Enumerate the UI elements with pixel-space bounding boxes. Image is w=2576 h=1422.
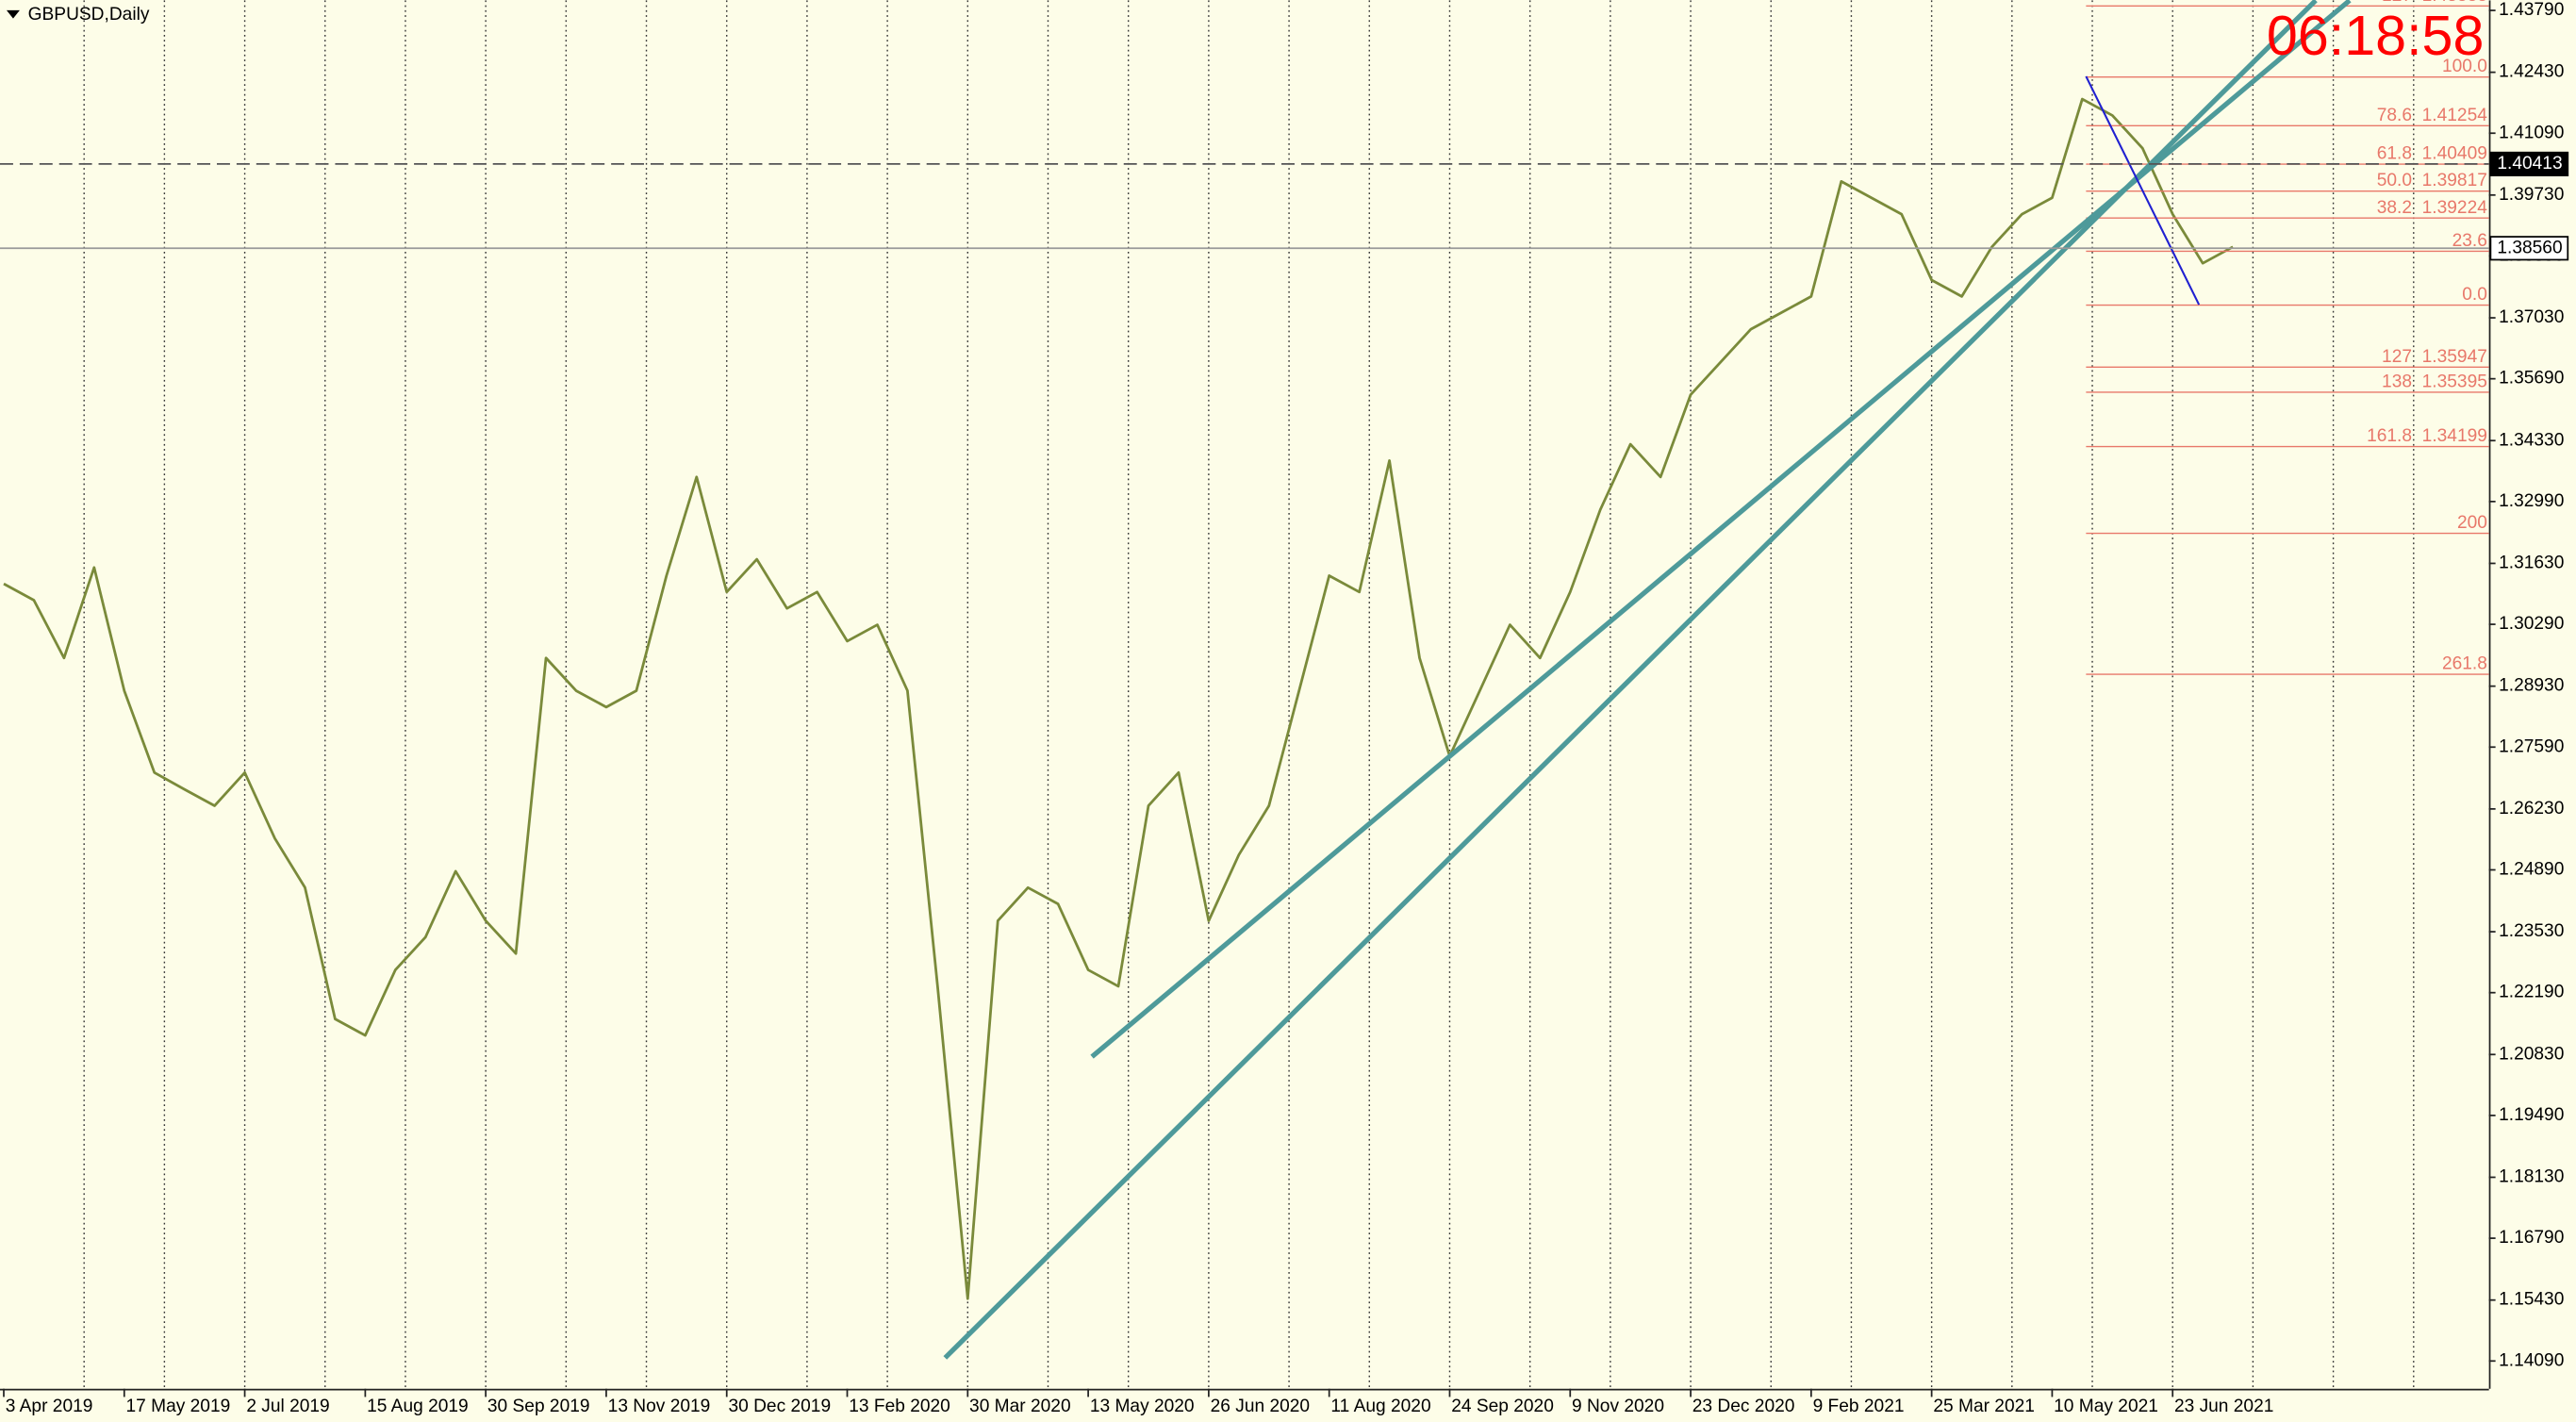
y-tick-label: 1.26230 <box>2499 799 2564 818</box>
x-tick-label: 3 Apr 2019 <box>6 1397 93 1416</box>
x-tick-label: 15 Aug 2019 <box>367 1397 469 1416</box>
y-tick-label: 1.28930 <box>2499 676 2564 696</box>
x-tick-label: 30 Mar 2020 <box>969 1397 1071 1416</box>
fib-label: 38.2 1.39224 <box>2377 198 2488 218</box>
fib-label: 127 1.43888 <box>2382 0 2487 6</box>
fib-label: 61.8 1.40409 <box>2377 144 2487 164</box>
y-tick-label: 1.42430 <box>2499 62 2564 82</box>
x-tick-label: 30 Sep 2019 <box>487 1397 590 1416</box>
x-tick-label: 10 May 2021 <box>2054 1397 2158 1416</box>
x-tick-label: 26 Jun 2020 <box>1211 1397 1310 1416</box>
x-tick-label: 13 May 2020 <box>1090 1397 1195 1416</box>
chart-title: GBPUSD,Daily <box>28 5 150 25</box>
fib-label: 200 <box>2457 513 2487 533</box>
x-tick-label: 17 May 2019 <box>126 1397 231 1416</box>
y-tick-label: 1.30290 <box>2499 614 2564 634</box>
y-tick-label: 1.18130 <box>2499 1167 2564 1187</box>
x-tick-label: 24 Sep 2020 <box>1451 1397 1554 1416</box>
y-tick-label: 1.43790 <box>2499 0 2564 20</box>
fib-label: 127 1.35947 <box>2382 347 2487 367</box>
y-tick-label: 1.22190 <box>2499 983 2564 1002</box>
y-tick-label: 1.31630 <box>2499 554 2564 573</box>
y-tick-label: 1.27590 <box>2499 736 2564 756</box>
y-tick-label: 1.41090 <box>2499 123 2564 142</box>
overlay: 127 1.43888 100.0 78.6 1.41254 61.8 1.40409… <box>0 0 2489 1360</box>
y-tick-label: 1.16790 <box>2499 1228 2564 1248</box>
trendline <box>2085 75 2201 306</box>
fib-label: 78.6 1.41254 <box>2377 106 2488 125</box>
x-tick-label: 2 Jul 2019 <box>246 1397 329 1416</box>
fib-label: 0.0 <box>2462 285 2487 305</box>
y-tick-label: 1.35690 <box>2499 369 2564 389</box>
fib-label: 261.8 <box>2442 654 2487 674</box>
marks <box>3 97 2234 1300</box>
y-tick-label: 1.14090 <box>2499 1350 2564 1370</box>
y-tick-label: 1.23530 <box>2499 921 2564 941</box>
price-label-box <box>2489 236 2569 261</box>
price-label: 1.40413 <box>2497 154 2562 174</box>
x-tick-label: 13 Feb 2020 <box>849 1397 950 1416</box>
price-line <box>3 97 2234 1300</box>
timer: 06:18:58 <box>2267 4 2485 67</box>
y-tick-label: 1.39730 <box>2499 185 2564 205</box>
fib-label: 100.0 <box>2442 57 2487 76</box>
x-tick-label: 11 Aug 2020 <box>1330 1397 1430 1416</box>
fib-label: 138 1.35395 <box>2382 372 2487 391</box>
y-tick-label: 1.19490 <box>2499 1105 2564 1125</box>
x-tick-label: 25 Mar 2021 <box>1933 1397 2035 1416</box>
y-tick-label: 1.34330 <box>2499 430 2564 450</box>
x-tick-label: 30 Dec 2019 <box>728 1397 831 1416</box>
x-tick-label: 13 Nov 2019 <box>608 1397 711 1416</box>
fib-label: 23.6 <box>2452 231 2487 251</box>
price-label: 1.38560 <box>2497 238 2562 257</box>
x-tick-label: 23 Dec 2020 <box>1693 1397 1795 1416</box>
x-tick-label: 9 Nov 2020 <box>1572 1397 1664 1416</box>
y-tick-label: 1.37030 <box>2499 307 2564 327</box>
fib-label: 50.0 1.39817 <box>2377 171 2487 190</box>
trendline <box>943 0 2318 1360</box>
price-label-box <box>2489 151 2569 176</box>
fib-label: 161.8 1.34199 <box>2367 426 2487 446</box>
x-tick-label: 23 Jun 2021 <box>2174 1397 2273 1416</box>
y-tick-label: 1.24890 <box>2499 860 2564 880</box>
y-tick-label: 1.32990 <box>2499 491 2564 511</box>
y-tick-label: 1.20830 <box>2499 1044 2564 1064</box>
y-tick-label: 1.15430 <box>2499 1290 2564 1310</box>
dropdown-icon <box>6 9 20 19</box>
x-tick-label: 9 Feb 2021 <box>1813 1397 1905 1416</box>
